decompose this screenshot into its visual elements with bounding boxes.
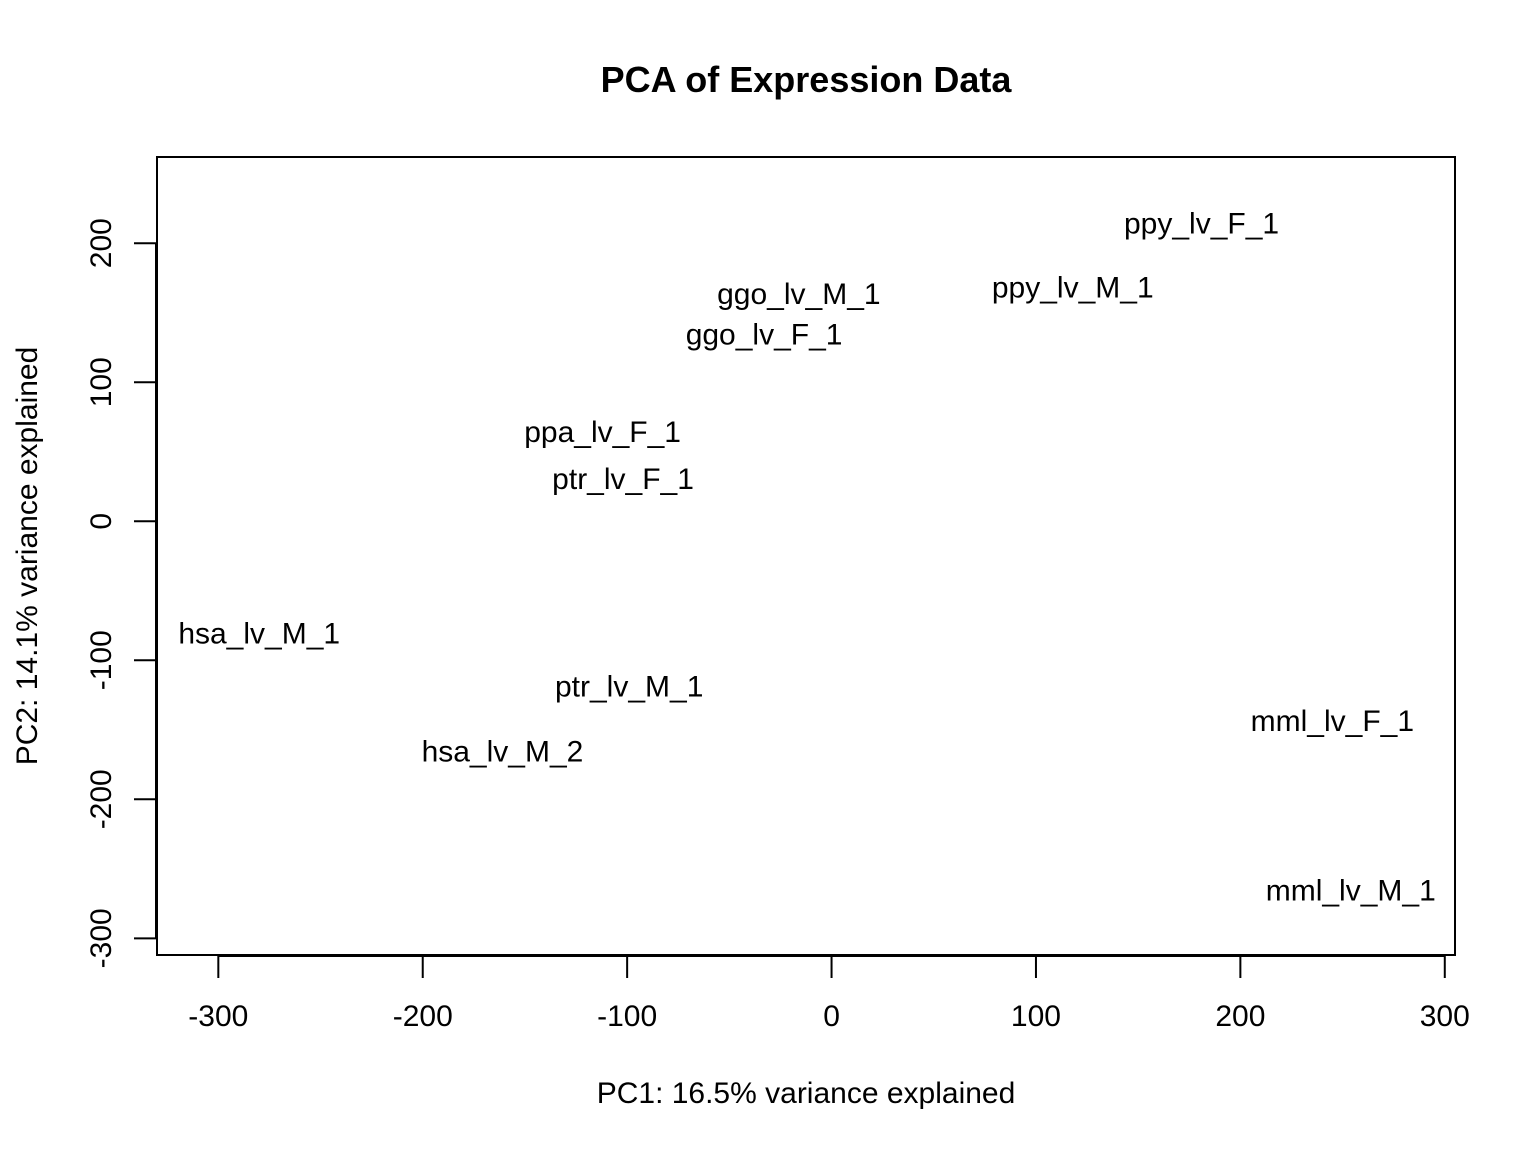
point-label: ppy_lv_F_1: [1124, 207, 1279, 240]
point-label: mml_lv_M_1: [1266, 875, 1436, 908]
x-tick-label: -300: [188, 1000, 248, 1033]
y-tick-label: 100: [85, 357, 118, 407]
y-tick-label: -100: [85, 630, 118, 690]
y-tick-label: 200: [85, 218, 118, 268]
x-tick-label: 0: [823, 1000, 840, 1033]
point-label: mml_lv_F_1: [1251, 705, 1414, 738]
x-tick-label: 100: [1011, 1000, 1061, 1033]
point-label: hsa_lv_M_1: [178, 617, 340, 650]
point-label: ppy_lv_M_1: [992, 271, 1154, 304]
y-tick-label: -300: [85, 908, 118, 968]
x-tick-label: -100: [597, 1000, 657, 1033]
point-label: ggo_lv_F_1: [686, 319, 843, 352]
point-label: ptr_lv_M_1: [555, 670, 703, 703]
y-axis-label: PC2: 14.1% variance explained: [11, 347, 44, 766]
point-label: hsa_lv_M_2: [422, 736, 584, 769]
plot-frame: [156, 156, 1456, 956]
point-label: ptr_lv_F_1: [552, 463, 694, 496]
y-axis: -300 -200 -100 0 100 200: [85, 218, 157, 968]
x-tick-label: 200: [1215, 1000, 1265, 1033]
x-axis: -300 -200 -100 0 100 200 300: [188, 955, 1470, 1033]
point-label: ggo_lv_M_1: [717, 278, 880, 311]
point-labels: ppy_lv_F_1 ppy_lv_M_1 ggo_lv_M_1 ggo_lv_F_1…: [178, 207, 1435, 907]
point-label: ppa_lv_F_1: [524, 416, 681, 449]
y-tick-label: 0: [85, 513, 118, 530]
x-tick-label: 300: [1420, 1000, 1470, 1033]
x-tick-label: -200: [393, 1000, 453, 1033]
y-tick-label: -200: [85, 769, 118, 829]
x-axis-label: PC1: 16.5% variance explained: [597, 1077, 1016, 1110]
chart-title: PCA of Expression Data: [601, 59, 1013, 100]
